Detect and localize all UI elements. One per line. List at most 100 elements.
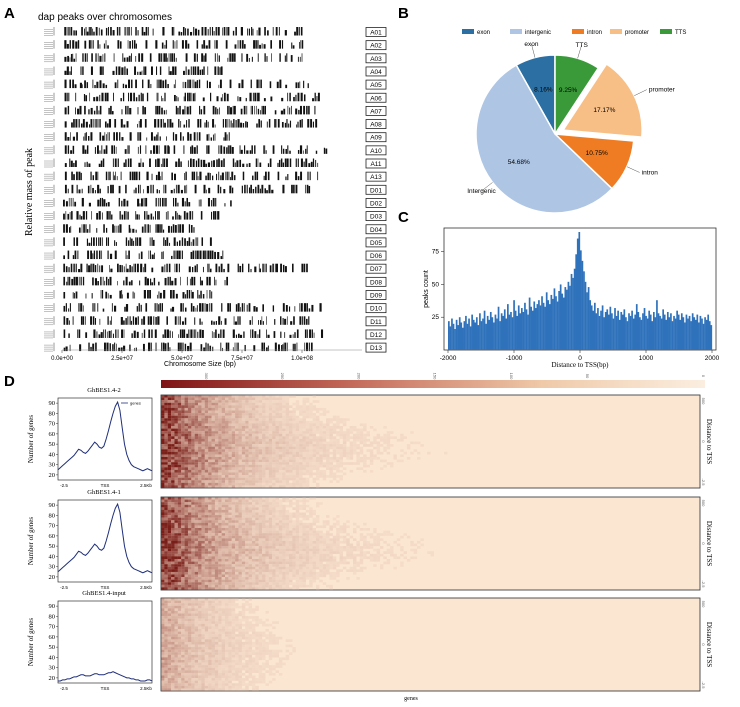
- heatmap-cell: [265, 438, 269, 442]
- heatmap-cell: [177, 477, 182, 481]
- peak-bar: [104, 53, 106, 62]
- heatmap-cell: [167, 405, 172, 409]
- heatmap-cell: [383, 459, 387, 463]
- heatmap-cell: [326, 464, 330, 468]
- heatmap-cell: [161, 413, 165, 416]
- heatmap-cell: [208, 577, 212, 580]
- heatmap-cell: [187, 584, 192, 588]
- heatmap-cell: [228, 525, 232, 529]
- peak-bar: [284, 122, 287, 128]
- legend-entry: intron: [572, 29, 602, 36]
- heatmap-cell: [245, 515, 249, 518]
- heatmap-cell: [241, 533, 246, 536]
- heatmap-cell: [289, 436, 293, 440]
- histogram-bar: [468, 318, 470, 350]
- peak-bar: [239, 145, 241, 154]
- heatmap-cell: [305, 436, 310, 440]
- peak-bar: [286, 53, 288, 62]
- heatmap-cell: [204, 574, 209, 578]
- heatmap-cell: [201, 413, 205, 416]
- heatmap-cell: [161, 428, 165, 432]
- heatmap-cell: [235, 528, 239, 531]
- peak-bar: [64, 107, 67, 115]
- heatmap-cell: [208, 587, 212, 591]
- heatmap-cell: [295, 467, 300, 471]
- heatmap-cell: [238, 522, 242, 526]
- peak-bar: [136, 331, 139, 338]
- peak-bar: [112, 333, 114, 338]
- heatmap-cell: [305, 433, 310, 437]
- heatmap-cell: [164, 467, 168, 471]
- heatmap-cell: [268, 485, 273, 489]
- heatmap-cell: [359, 423, 364, 427]
- peak-bar: [214, 66, 217, 75]
- peak-bar: [64, 70, 67, 75]
- heatmap-cell: [174, 462, 178, 465]
- heatmap-cell: [167, 469, 172, 473]
- heatmap-cell: [225, 459, 229, 463]
- peak-bar: [208, 187, 211, 194]
- peak-bar: [171, 172, 173, 181]
- heatmap-cell: [225, 528, 229, 531]
- heatmap-cell: [349, 451, 354, 455]
- heatmap-cell: [241, 551, 246, 554]
- peak-bar: [235, 27, 237, 36]
- peak-bar: [203, 347, 206, 352]
- peak-bar: [220, 263, 223, 273]
- peak-bar: [137, 123, 138, 128]
- heatmap-cell: [187, 405, 192, 409]
- peak-bar: [299, 41, 300, 49]
- heatmap-cell: [265, 426, 269, 429]
- peak-bar: [149, 53, 152, 62]
- histogram-bar: [564, 287, 567, 350]
- peak-bar: [152, 239, 155, 246]
- heatmap-cell: [336, 415, 340, 419]
- histogram-bar: [469, 326, 472, 350]
- peak-bar: [69, 303, 71, 312]
- peak-bar: [246, 121, 248, 128]
- peak-bar: [150, 278, 152, 286]
- legend-label: intergenic: [525, 30, 551, 36]
- heatmap-cell: [349, 457, 354, 460]
- heatmap-cell: [208, 438, 212, 442]
- heatmap-cell: [275, 477, 280, 481]
- peak-bar: [161, 197, 164, 207]
- heatmap-cell: [315, 472, 320, 476]
- heatmap-cell: [349, 449, 354, 452]
- legend-entry: promoter: [610, 29, 649, 36]
- peak-bar: [107, 186, 109, 194]
- heatmap-cell: [245, 451, 249, 455]
- heatmap-cell: [211, 433, 215, 437]
- heatmap-cell: [235, 475, 239, 478]
- heatmap-cell: [299, 444, 303, 447]
- peak-bar: [238, 342, 239, 352]
- heatmap-cell: [322, 472, 327, 476]
- chromosome-label-box: [365, 40, 387, 51]
- peak-bar: [93, 110, 96, 115]
- heatmap-cell: [181, 410, 185, 414]
- heatmap-cell: [289, 426, 293, 429]
- heatmap-cell: [396, 438, 401, 442]
- peak-bar: [191, 79, 193, 89]
- histogram-bar: [482, 318, 484, 350]
- peak-bar: [259, 188, 261, 194]
- heatmap-cell: [191, 569, 195, 573]
- peak-bar: [118, 185, 121, 194]
- peak-bar: [309, 171, 311, 181]
- heatmap-cell: [326, 418, 330, 421]
- peak-bar: [100, 276, 102, 286]
- pie-slice: [554, 54, 600, 137]
- peak-bar: [99, 66, 102, 75]
- heatmap-cell: [204, 553, 209, 557]
- heatmap-cell: [235, 509, 239, 513]
- histogram-bar: [604, 311, 607, 350]
- profile-ytick-label: 40: [49, 654, 56, 661]
- histogram-bar: [449, 326, 452, 350]
- heatmap-cell: [309, 467, 313, 471]
- peak-bar: [151, 254, 154, 260]
- peak-bar: [178, 158, 180, 167]
- peak-bar: [218, 55, 220, 62]
- heatmap-cell: [184, 451, 189, 455]
- peak-bar: [87, 185, 90, 194]
- heatmap-cell: [336, 441, 340, 445]
